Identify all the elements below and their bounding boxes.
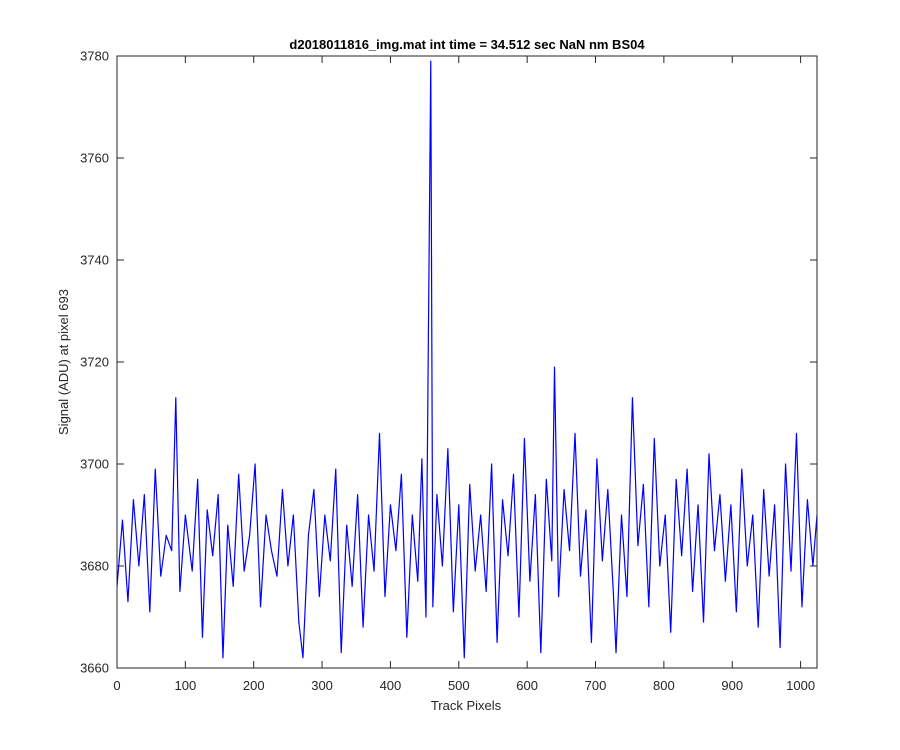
series-line-0 xyxy=(116,60,818,659)
y-tick-label: 3680 xyxy=(80,559,109,574)
x-tick-label: 400 xyxy=(380,678,402,693)
x-tick-label: 800 xyxy=(653,678,675,693)
x-tick-label: 700 xyxy=(585,678,607,693)
x-tick-label: 900 xyxy=(721,678,743,693)
y-tick-label: 3700 xyxy=(80,457,109,472)
x-tick-label: 300 xyxy=(311,678,333,693)
series-layer xyxy=(116,60,818,659)
y-tick-label: 3740 xyxy=(80,253,109,268)
x-tick-label: 100 xyxy=(175,678,197,693)
chart-title: d2018011816_img.mat int time = 34.512 se… xyxy=(289,37,645,52)
x-axis-label: Track Pixels xyxy=(431,698,502,713)
y-tick-label: 3720 xyxy=(80,355,109,370)
x-tick-label: 200 xyxy=(243,678,265,693)
y-axis-label: Signal (ADU) at pixel 693 xyxy=(56,289,71,435)
y-tick-label: 3660 xyxy=(80,661,109,676)
x-tick-label: 500 xyxy=(448,678,470,693)
x-tick-label: 1000 xyxy=(786,678,815,693)
y-tick-label: 3760 xyxy=(80,151,109,166)
y-tick-label: 3780 xyxy=(80,49,109,64)
y-axis: 3660 3680 3700 3720 3740 3760 3780 xyxy=(80,49,817,676)
x-axis: 0 100 200 300 400 500 600 700 800 900 1000 xyxy=(113,56,815,693)
x-tick-label: 0 xyxy=(113,678,120,693)
x-tick-label: 600 xyxy=(516,678,538,693)
